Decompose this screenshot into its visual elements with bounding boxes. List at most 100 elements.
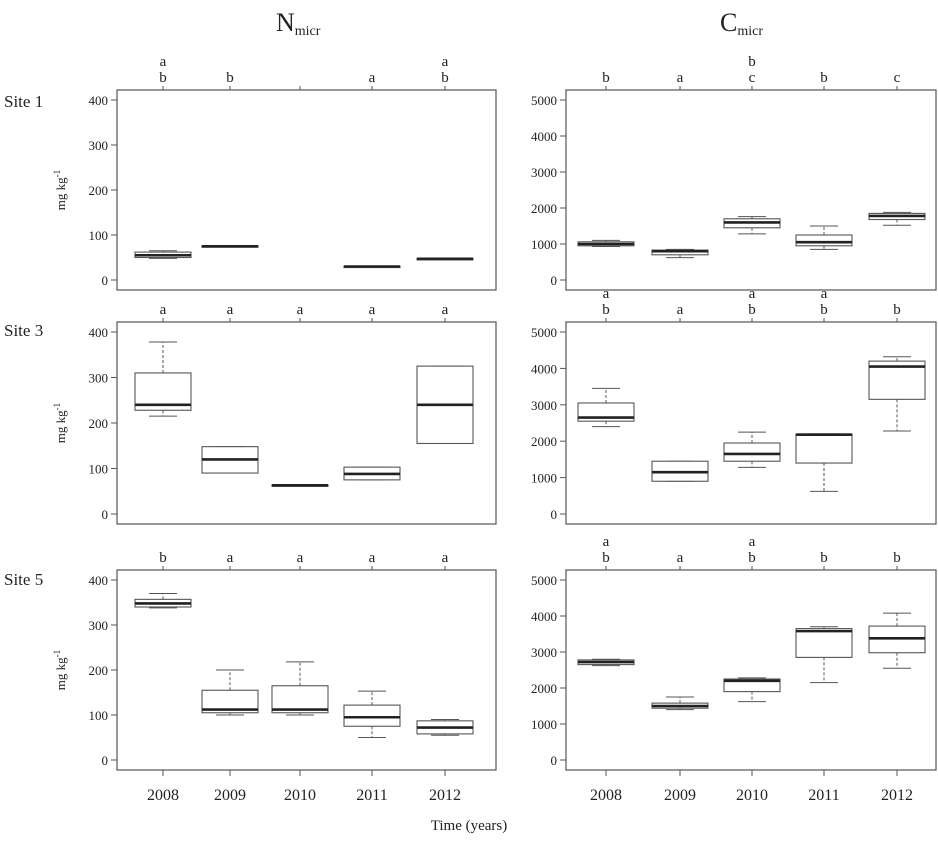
y-tick-label: 400 [89, 573, 109, 588]
box-2012 [868, 356, 926, 432]
significance-letter: c [894, 70, 901, 86]
y-tick-label: 2000 [531, 681, 557, 696]
x-tick-label: 2012 [429, 787, 461, 804]
column-title-sub: micr [737, 24, 763, 39]
y-axis-label: mg kg-1 [52, 170, 68, 210]
significance-letter: b [602, 302, 610, 318]
box-2011 [795, 433, 853, 492]
significance-letter: a [227, 302, 234, 318]
significance-letter: a [160, 302, 167, 318]
y-tick-label: 0 [551, 273, 558, 288]
significance-letter: b [602, 550, 610, 566]
significance-letter: b [748, 302, 756, 318]
y-tick-label: 1000 [531, 237, 557, 252]
y-tick-label: 1000 [531, 471, 557, 486]
x-tick-label: 2012 [881, 787, 913, 804]
y-tick-label: 0 [102, 753, 109, 768]
significance-letter: a [297, 550, 304, 566]
iqr-box [201, 689, 259, 714]
box-2009 [651, 248, 709, 259]
box-2011 [343, 265, 401, 269]
column-title-main: C [720, 8, 738, 37]
y-tick-label: 100 [89, 462, 109, 477]
significance-letter: b [159, 550, 167, 566]
box-2010 [271, 661, 329, 716]
significance-letter: b [820, 550, 828, 566]
y-tick-label: 200 [89, 183, 109, 198]
y-axis-label: mg kg-1 [52, 403, 68, 443]
y-tick-label: 200 [89, 416, 109, 431]
box-2009 [201, 446, 259, 474]
y-tick-label: 1000 [531, 717, 557, 732]
significance-letter: a [749, 534, 756, 550]
y-tick-label: 0 [551, 507, 558, 522]
significance-letter: a [821, 286, 828, 302]
significance-letter: a [677, 550, 684, 566]
y-tick-label: 0 [551, 753, 558, 768]
box-2010 [723, 677, 781, 703]
significance-letter: a [442, 54, 449, 70]
x-tick-label: 2010 [284, 787, 316, 804]
box-2012 [416, 365, 474, 445]
y-tick-label: 300 [89, 371, 109, 386]
box-2008 [577, 658, 635, 667]
box-2009 [651, 696, 709, 711]
iqr-box [795, 234, 853, 247]
significance-letter: b [820, 302, 828, 318]
y-tick-label: 400 [89, 325, 109, 340]
y-tick-label: 300 [89, 618, 109, 633]
box-2012 [416, 257, 474, 261]
y-tick-label: 100 [89, 708, 109, 723]
iqr-box [271, 685, 329, 714]
x-tick-label: 2009 [214, 787, 246, 804]
significance-letter: a [369, 70, 376, 86]
significance-letter: a [749, 286, 756, 302]
site-label-1: Site 1 [4, 92, 44, 111]
significance-letter: b [602, 70, 610, 86]
y-tick-label: 4000 [531, 609, 557, 624]
box-2009 [201, 669, 259, 716]
iqr-box [723, 678, 781, 693]
site-label-5: Site 5 [4, 570, 44, 589]
panel-frame [565, 321, 937, 525]
significance-letter: b [820, 70, 828, 86]
iqr-box [795, 433, 853, 464]
panel-nmicr-site-3: 0 100 200 300 400 mg kg-1 a a a a a [52, 302, 497, 525]
box-2009 [651, 460, 709, 482]
significance-letter: b [893, 302, 901, 318]
box-2010 [271, 484, 329, 487]
x-axis-label: Time (years) [430, 818, 508, 834]
significance-letter: a [442, 550, 449, 566]
box-2012 [868, 211, 926, 226]
box-2008 [134, 593, 192, 609]
iqr-box [343, 704, 401, 727]
significance-letter: a [369, 550, 376, 566]
significance-letter: b [226, 70, 234, 86]
significance-letter: c [749, 70, 756, 86]
y-tick-label: 3000 [531, 398, 557, 413]
x-tick-label: 2008 [590, 787, 622, 804]
box-2010 [723, 431, 781, 468]
y-tick-label: 3000 [531, 645, 557, 660]
box-2012 [416, 719, 474, 736]
y-tick-label: 200 [89, 663, 109, 678]
column-title-sub: micr [294, 24, 321, 39]
significance-letter: a [297, 302, 304, 318]
y-tick-label: 400 [89, 93, 109, 108]
y-tick-label: 2000 [531, 201, 557, 216]
box-2011 [795, 225, 853, 250]
significance-letter: a [603, 534, 610, 550]
box-2008 [577, 239, 635, 248]
box-2012 [868, 612, 926, 669]
y-tick-label: 3000 [531, 165, 557, 180]
panel-frame [565, 89, 937, 291]
x-tick-label: 2011 [356, 787, 387, 804]
box-2011 [343, 690, 401, 738]
significance-letter: b [748, 550, 756, 566]
x-tick-label: 2008 [147, 787, 179, 804]
y-tick-label: 5000 [531, 93, 557, 108]
